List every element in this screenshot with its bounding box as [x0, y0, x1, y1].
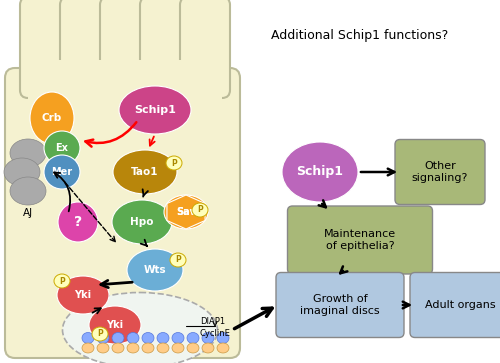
- Ellipse shape: [97, 333, 109, 343]
- Text: Wts: Wts: [144, 265, 167, 275]
- Ellipse shape: [10, 139, 46, 167]
- Text: DIAP1: DIAP1: [200, 318, 225, 326]
- FancyBboxPatch shape: [288, 206, 432, 274]
- Ellipse shape: [142, 333, 154, 343]
- FancyBboxPatch shape: [395, 139, 485, 204]
- Ellipse shape: [113, 150, 177, 194]
- Text: Other
signaling?: Other signaling?: [412, 161, 468, 183]
- Ellipse shape: [82, 343, 94, 353]
- Text: Hpo: Hpo: [130, 217, 154, 227]
- Ellipse shape: [164, 195, 208, 229]
- Text: P: P: [171, 159, 177, 167]
- Ellipse shape: [10, 177, 46, 205]
- Ellipse shape: [57, 276, 109, 314]
- Ellipse shape: [4, 158, 40, 186]
- Text: Tao1: Tao1: [131, 167, 159, 177]
- Ellipse shape: [192, 203, 208, 217]
- Text: ?: ?: [74, 215, 82, 229]
- Polygon shape: [167, 195, 205, 229]
- Ellipse shape: [282, 142, 358, 202]
- Text: CyclinE: CyclinE: [200, 330, 231, 339]
- Ellipse shape: [82, 333, 94, 343]
- Text: Schip1: Schip1: [296, 166, 344, 179]
- Ellipse shape: [202, 343, 214, 353]
- Text: Additional Schip1 functions?: Additional Schip1 functions?: [272, 29, 448, 41]
- Text: Ex: Ex: [56, 143, 68, 153]
- Ellipse shape: [172, 343, 184, 353]
- Ellipse shape: [44, 155, 80, 189]
- Ellipse shape: [112, 200, 172, 244]
- Ellipse shape: [119, 86, 191, 134]
- Ellipse shape: [172, 333, 184, 343]
- Ellipse shape: [157, 343, 169, 353]
- Ellipse shape: [202, 333, 214, 343]
- Text: P: P: [97, 330, 103, 339]
- Ellipse shape: [62, 293, 218, 363]
- Text: P: P: [175, 256, 181, 265]
- Text: P: P: [59, 277, 65, 286]
- Text: Adult organs: Adult organs: [424, 300, 496, 310]
- Ellipse shape: [217, 343, 229, 353]
- FancyBboxPatch shape: [5, 68, 240, 358]
- FancyBboxPatch shape: [100, 0, 150, 98]
- Text: Crb: Crb: [42, 113, 62, 123]
- Text: Growth of
imaginal discs: Growth of imaginal discs: [300, 294, 380, 316]
- Ellipse shape: [187, 333, 199, 343]
- Text: Sav: Sav: [176, 207, 196, 217]
- Text: Maintenance
of epithelia?: Maintenance of epithelia?: [324, 229, 396, 251]
- Text: Yki: Yki: [106, 320, 124, 330]
- Text: Schip1: Schip1: [134, 105, 176, 115]
- Ellipse shape: [54, 274, 70, 288]
- FancyBboxPatch shape: [276, 273, 404, 338]
- Ellipse shape: [217, 333, 229, 343]
- Ellipse shape: [127, 343, 139, 353]
- Ellipse shape: [127, 333, 139, 343]
- Ellipse shape: [157, 333, 169, 343]
- FancyBboxPatch shape: [140, 0, 190, 98]
- Ellipse shape: [187, 343, 199, 353]
- FancyBboxPatch shape: [410, 273, 500, 338]
- Text: Sav: Sav: [176, 207, 196, 217]
- FancyBboxPatch shape: [28, 60, 222, 100]
- FancyBboxPatch shape: [60, 0, 110, 98]
- Ellipse shape: [97, 343, 109, 353]
- Ellipse shape: [127, 249, 183, 291]
- Text: AJ: AJ: [23, 208, 33, 218]
- Ellipse shape: [30, 92, 74, 144]
- Ellipse shape: [112, 333, 124, 343]
- Ellipse shape: [58, 202, 98, 242]
- Ellipse shape: [44, 131, 80, 165]
- FancyBboxPatch shape: [180, 0, 230, 98]
- Text: Mer: Mer: [52, 167, 72, 177]
- FancyBboxPatch shape: [20, 0, 70, 98]
- Ellipse shape: [170, 253, 186, 267]
- Ellipse shape: [166, 156, 182, 170]
- Text: P: P: [197, 205, 203, 215]
- Ellipse shape: [112, 343, 124, 353]
- Ellipse shape: [92, 327, 108, 341]
- Ellipse shape: [89, 306, 141, 344]
- Text: Yki: Yki: [74, 290, 92, 300]
- Ellipse shape: [142, 343, 154, 353]
